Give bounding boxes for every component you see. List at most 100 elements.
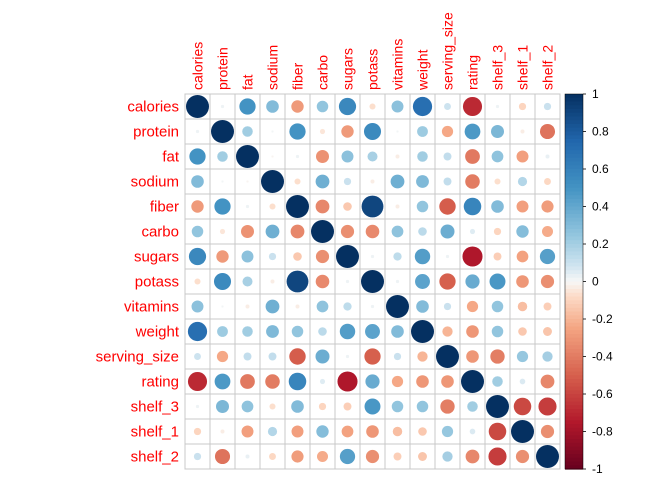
colorbar-segment xyxy=(565,420,583,425)
corr-circle-carbo-calories xyxy=(191,225,204,238)
colorbar-segment xyxy=(565,191,583,196)
corr-circle-sodium-protein xyxy=(221,180,224,183)
colorbar-segment xyxy=(565,214,583,219)
colorbar-segment xyxy=(565,105,583,110)
corr-circle-sugars-calories xyxy=(188,247,207,266)
corr-circle-shelf_2-weight xyxy=(418,452,427,461)
colorbar-segment xyxy=(565,142,583,148)
colorbar-segment xyxy=(565,187,583,193)
corr-circle-weight-serving_size xyxy=(442,326,453,337)
row-label-shelf_1: shelf_1 xyxy=(131,424,179,441)
colorbar-segment xyxy=(565,251,583,256)
corr-circle-fat-serving_size xyxy=(443,152,452,161)
colorbar-segment xyxy=(565,217,583,223)
corr-circle-sodium-weight xyxy=(416,175,429,188)
colorbar-segment xyxy=(565,146,583,151)
corr-circle-calories-protein xyxy=(220,104,225,109)
colorbar-segment xyxy=(565,281,583,286)
corr-circle-sodium-carbo xyxy=(315,174,330,189)
colorbar-segment xyxy=(565,304,583,309)
colorbar-tick-label: 0 xyxy=(592,275,599,289)
corr-circle-fiber-sugars xyxy=(343,202,352,211)
colorbar-segment xyxy=(565,379,583,384)
column-label-carbo: carbo xyxy=(315,55,331,90)
corr-circle-shelf_3-potass xyxy=(364,398,381,415)
corr-circle-sugars-shelf_1 xyxy=(516,250,529,263)
row-label-carbo: carbo xyxy=(141,224,179,241)
corr-circle-serving_size-carbo xyxy=(315,349,330,364)
corr-circle-vitamins-carbo xyxy=(316,300,329,313)
colorbar-segment xyxy=(565,322,583,328)
corr-circle-rating-shelf_2 xyxy=(540,374,555,389)
corr-circle-fiber-vitamins xyxy=(395,204,400,209)
corr-circle-protein-shelf_2 xyxy=(539,123,556,140)
corr-circle-shelf_2-protein xyxy=(214,448,231,465)
colorbar-tick-label: 0.4 xyxy=(592,200,609,214)
colorbar-segment xyxy=(565,157,583,163)
corr-circle-protein-carbo xyxy=(319,128,326,135)
colorbar-segment xyxy=(565,255,583,260)
colorbar-segment xyxy=(565,127,583,133)
corr-circle-shelf_2-serving_size xyxy=(442,451,453,462)
colorbar-segment xyxy=(565,202,583,208)
colorbar-segment xyxy=(565,247,583,253)
corr-circle-weight-fiber xyxy=(291,325,304,338)
corr-circle-fat-fiber xyxy=(295,154,300,159)
corr-circle-shelf_3-fiber xyxy=(291,400,304,413)
colorbar-segment xyxy=(565,330,583,335)
corr-circle-sugars-shelf_2 xyxy=(539,248,556,265)
colorbar-segment xyxy=(565,341,583,346)
colorbar-segment xyxy=(565,442,583,448)
colorbar-segment xyxy=(565,274,583,279)
colorbar-segment xyxy=(565,349,583,354)
corr-circle-protein-rating xyxy=(464,123,481,140)
corr-circle-shelf_1-calories xyxy=(193,427,202,436)
colorbar-segment xyxy=(565,371,583,376)
row-label-vitamins: vitamins xyxy=(124,299,179,316)
corr-circle-protein-vitamins xyxy=(396,130,399,133)
column-label-fat: fat xyxy=(240,74,256,90)
row-label-serving_size: serving_size xyxy=(96,349,179,366)
corr-circle-calories-sodium xyxy=(266,100,279,113)
colorbar-segment xyxy=(565,307,583,313)
corr-circle-rating-sodium xyxy=(265,374,280,389)
corr-circle-serving_size-shelf_1 xyxy=(516,350,529,363)
corr-circle-vitamins-fiber xyxy=(295,304,300,309)
corr-circle-sugars-potass xyxy=(370,254,375,259)
colorbar-tick-label: 0.6 xyxy=(592,162,609,176)
corr-circle-weight-fat xyxy=(242,326,253,337)
colorbar-segment xyxy=(565,352,583,358)
colorbar-segment xyxy=(565,424,583,429)
corr-circle-carbo-carbo xyxy=(311,220,334,243)
corr-circle-fiber-serving_size xyxy=(439,198,456,215)
column-label-shelf_1: shelf_1 xyxy=(515,45,531,90)
corr-circle-potass-fiber xyxy=(286,270,309,293)
colorbar-segment xyxy=(565,161,583,166)
corr-circle-sugars-sodium xyxy=(268,252,277,261)
corr-circle-potass-rating xyxy=(465,274,480,289)
colorbar-segment xyxy=(565,176,583,181)
corr-circle-serving_size-shelf_3 xyxy=(490,349,505,364)
corr-circle-calories-sugars xyxy=(338,97,357,116)
corr-circle-weight-protein xyxy=(217,326,228,337)
row-label-sodium: sodium xyxy=(131,174,179,191)
corr-circle-serving_size-calories xyxy=(194,353,201,360)
corr-circle-calories-rating xyxy=(462,96,483,117)
corr-circle-vitamins-potass xyxy=(370,304,375,309)
corr-circle-shelf_2-vitamins xyxy=(393,452,402,461)
corr-circle-shelf_3-shelf_3 xyxy=(486,395,509,418)
colorbar-segment xyxy=(565,465,583,470)
colorbar-segment xyxy=(565,94,583,99)
colorbar-segment xyxy=(565,386,583,391)
corr-circle-sodium-potass xyxy=(370,179,375,184)
colorbar-segment xyxy=(565,409,583,414)
corr-circle-calories-weight xyxy=(412,96,433,117)
colorbar-segment xyxy=(565,210,583,215)
corr-circle-weight-shelf_2 xyxy=(543,327,552,336)
corr-circle-rating-fat xyxy=(240,374,255,389)
corr-circle-shelf_3-rating xyxy=(467,401,478,412)
row-label-potass: potass xyxy=(135,274,179,291)
corr-circle-serving_size-fat xyxy=(243,352,252,361)
corr-circle-protein-sugars xyxy=(341,125,354,138)
corr-circle-vitamins-protein xyxy=(221,305,224,308)
